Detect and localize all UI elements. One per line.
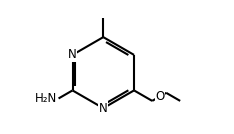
Text: N: N	[68, 48, 77, 61]
Text: N: N	[99, 102, 108, 115]
Text: H₂N: H₂N	[35, 92, 57, 105]
Text: O: O	[155, 90, 165, 103]
